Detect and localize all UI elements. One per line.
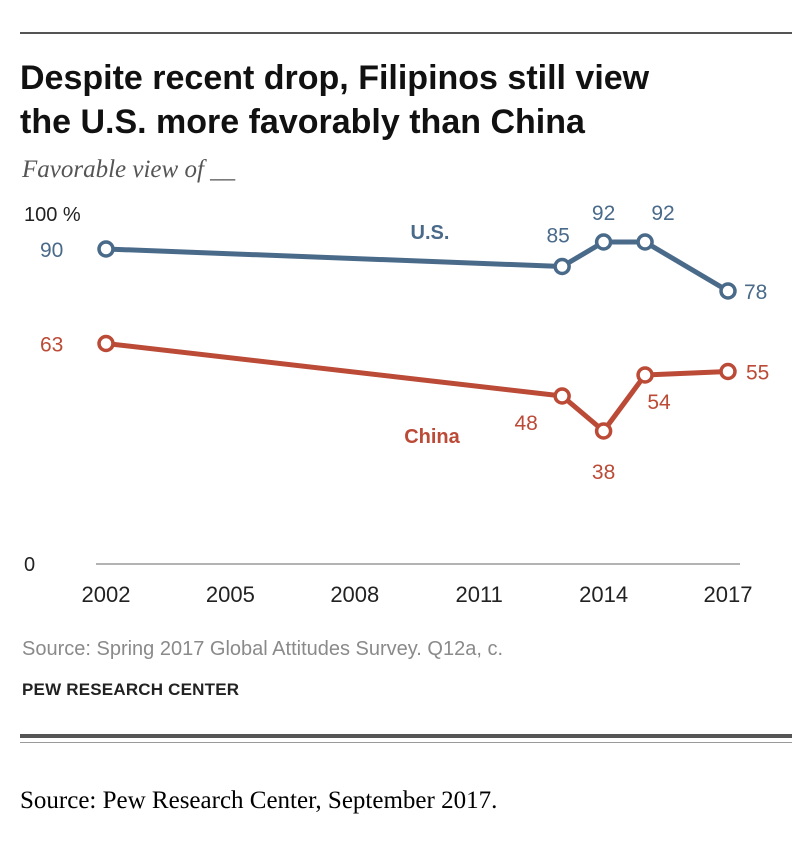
line-chart: 100 % 0 2002 2005 2008 2011 2014 2017 90 85 92 92 78… (24, 202, 769, 607)
series-line (103, 341, 731, 434)
x-tick-label: 2011 (456, 582, 503, 607)
chart-title: Despite recent drop, Filipinos still vie… (20, 59, 650, 141)
data-label: 78 (744, 281, 767, 304)
bottom-rule-thick (20, 734, 792, 738)
series-name-label: China (404, 426, 460, 448)
data-point (719, 362, 737, 381)
data-point (553, 387, 571, 405)
x-tick-label: 2014 (579, 582, 628, 607)
y-tick-label: 100 % (24, 204, 81, 226)
x-tick-label: 2017 (704, 582, 753, 607)
x-tick-label: 2005 (206, 582, 255, 607)
data-label: 55 (746, 362, 769, 385)
data-label: 92 (592, 202, 615, 225)
source-note: Source: Spring 2017 Global Attitudes Sur… (22, 638, 504, 660)
data-point (97, 334, 115, 353)
data-point (594, 233, 613, 251)
top-rule (20, 32, 792, 34)
data-point (97, 240, 115, 258)
y-tick-label: 0 (24, 554, 35, 576)
data-point (719, 282, 737, 300)
data-label: 54 (647, 391, 671, 414)
data-label: 85 (546, 225, 569, 248)
series-name-label: U.S. (411, 222, 450, 244)
data-point (553, 257, 571, 276)
x-tick-label: 2008 (330, 582, 379, 607)
organization-name: PEW RESEARCH CENTER (22, 680, 240, 699)
data-label: 63 (40, 334, 63, 357)
data-label: 90 (40, 239, 63, 262)
x-tick-label: 2002 (82, 582, 131, 607)
data-label: 38 (592, 461, 615, 484)
chart-subtitle: Favorable view of __ (22, 156, 236, 183)
data-label: 48 (514, 412, 537, 435)
series-line (103, 239, 731, 294)
data-point (636, 233, 654, 251)
bottom-rule-thin (20, 742, 792, 743)
data-point (594, 422, 613, 440)
data-label: 92 (651, 202, 674, 225)
data-point (636, 366, 654, 384)
figure-caption: Source: Pew Research Center, September 2… (20, 787, 498, 814)
